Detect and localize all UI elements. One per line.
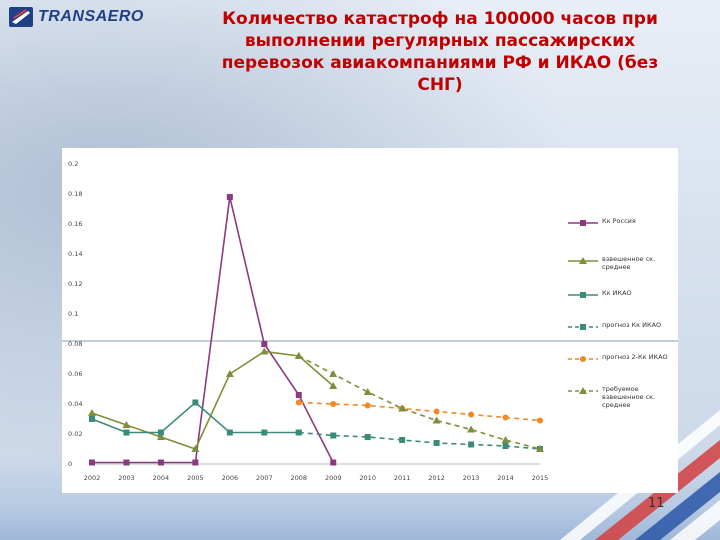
data-point	[156, 433, 165, 440]
x-tick-label: 2012	[428, 474, 445, 482]
x-tick-label: 2007	[256, 474, 273, 482]
data-point	[261, 429, 268, 436]
data-point	[261, 341, 268, 347]
y-tick-label: 0.06	[68, 370, 82, 378]
data-point	[295, 399, 302, 406]
data-point	[330, 401, 337, 407]
legend-swatch	[568, 356, 598, 362]
slide-title: Количество катастроф на 100000 часов при…	[221, 9, 659, 95]
data-point	[192, 459, 199, 466]
x-tick-label: 2010	[359, 474, 376, 482]
data-point	[467, 425, 476, 433]
legend-label: требуемое взвешенное ск. среднее	[602, 385, 656, 409]
series-line	[92, 196, 334, 464]
data-point	[364, 434, 371, 440]
data-point	[329, 370, 338, 377]
airline-logo: TRANSAERO	[8, 6, 158, 28]
x-tick-label: 2011	[394, 474, 411, 482]
data-point	[330, 432, 337, 439]
legend-swatch	[568, 292, 598, 298]
data-point	[363, 388, 372, 395]
series-line	[91, 350, 334, 450]
data-point	[502, 443, 509, 449]
data-point	[537, 417, 543, 424]
x-tick-label: 2005	[187, 474, 204, 482]
y-tick-label: 0.08	[68, 340, 82, 348]
legend-marker	[579, 387, 587, 394]
data-point	[191, 445, 200, 452]
x-tick-label: 2015	[532, 474, 549, 482]
data-point	[468, 441, 475, 448]
y-tick-label: 0.16	[68, 220, 82, 228]
legend-label: прогноз 2-Кк ИКАО	[602, 353, 668, 361]
data-point	[226, 194, 233, 200]
data-point	[502, 414, 509, 421]
data-point	[295, 429, 302, 436]
legend-swatch	[568, 324, 598, 330]
legend-marker	[580, 324, 586, 330]
x-tick-label: 2014	[497, 474, 514, 482]
page-number: 11	[648, 496, 665, 511]
legend-label: Кк Россия	[602, 217, 636, 225]
data-point	[226, 429, 233, 436]
data-point	[433, 440, 440, 446]
data-point	[157, 429, 164, 436]
series-line	[298, 355, 541, 450]
y-tick-label: 0.04	[68, 400, 82, 408]
logo-text: TRANSAERO	[38, 8, 144, 25]
x-tick-label: 2008	[290, 474, 307, 482]
data-point	[192, 399, 199, 406]
data-point	[329, 382, 338, 389]
logo-emblem-icon	[9, 7, 33, 27]
data-point	[123, 459, 130, 466]
data-point	[364, 402, 371, 409]
data-point	[123, 429, 130, 436]
y-tick-label: 0.12	[68, 280, 82, 288]
series-line	[298, 401, 541, 422]
line-chart: 0 0.02 0.04 0.06 0.08 0.1 0.12 0.14 0.16 0.18 0.2 2…	[62, 160, 678, 482]
y-tick-label: 0.1	[68, 310, 78, 318]
y-tick-label: 0.18	[68, 190, 82, 198]
data-point	[89, 459, 95, 466]
data-point	[398, 404, 407, 412]
legend-marker	[580, 292, 586, 298]
legend-marker	[579, 257, 587, 264]
data-point	[89, 416, 95, 422]
x-tick-label: 2002	[84, 474, 101, 482]
legend-label: прогноз Кк ИКАО	[602, 321, 662, 329]
x-tick-label: 2009	[325, 474, 342, 482]
legend-marker	[580, 356, 586, 362]
x-tick-label: 2003	[118, 474, 135, 482]
data-point	[536, 445, 544, 452]
data-point	[432, 416, 441, 424]
data-point	[468, 411, 475, 418]
data-point	[157, 459, 164, 466]
legend-swatch	[568, 220, 598, 226]
x-tick-label: 2004	[153, 474, 170, 482]
data-point	[295, 392, 302, 398]
data-point	[501, 436, 510, 443]
legend-swatch	[568, 387, 598, 394]
y-tick-label: 0.2	[68, 160, 78, 168]
data-point	[294, 352, 303, 359]
y-tick-label: 0	[68, 460, 72, 468]
data-point	[260, 347, 269, 355]
legend-swatch	[568, 257, 598, 264]
data-point	[225, 370, 234, 377]
series-line	[298, 431, 541, 450]
legend-marker	[580, 220, 586, 226]
data-point	[122, 421, 131, 428]
chart-area: 0 0.02 0.04 0.06 0.08 0.1 0.12 0.14 0.16 0.18 0.2 2…	[62, 148, 678, 493]
data-point	[399, 437, 406, 443]
y-tick-label: 0.14	[68, 250, 82, 258]
data-point	[88, 409, 96, 416]
legend-label: взвешенное ск. среднее	[602, 255, 656, 271]
legend-label: Кк ИКАО	[602, 289, 632, 297]
x-tick-label: 2006	[222, 474, 239, 482]
data-point	[330, 459, 337, 466]
y-tick-label: 0.02	[68, 430, 82, 438]
x-tick-label: 2013	[463, 474, 480, 482]
data-point	[433, 408, 440, 415]
